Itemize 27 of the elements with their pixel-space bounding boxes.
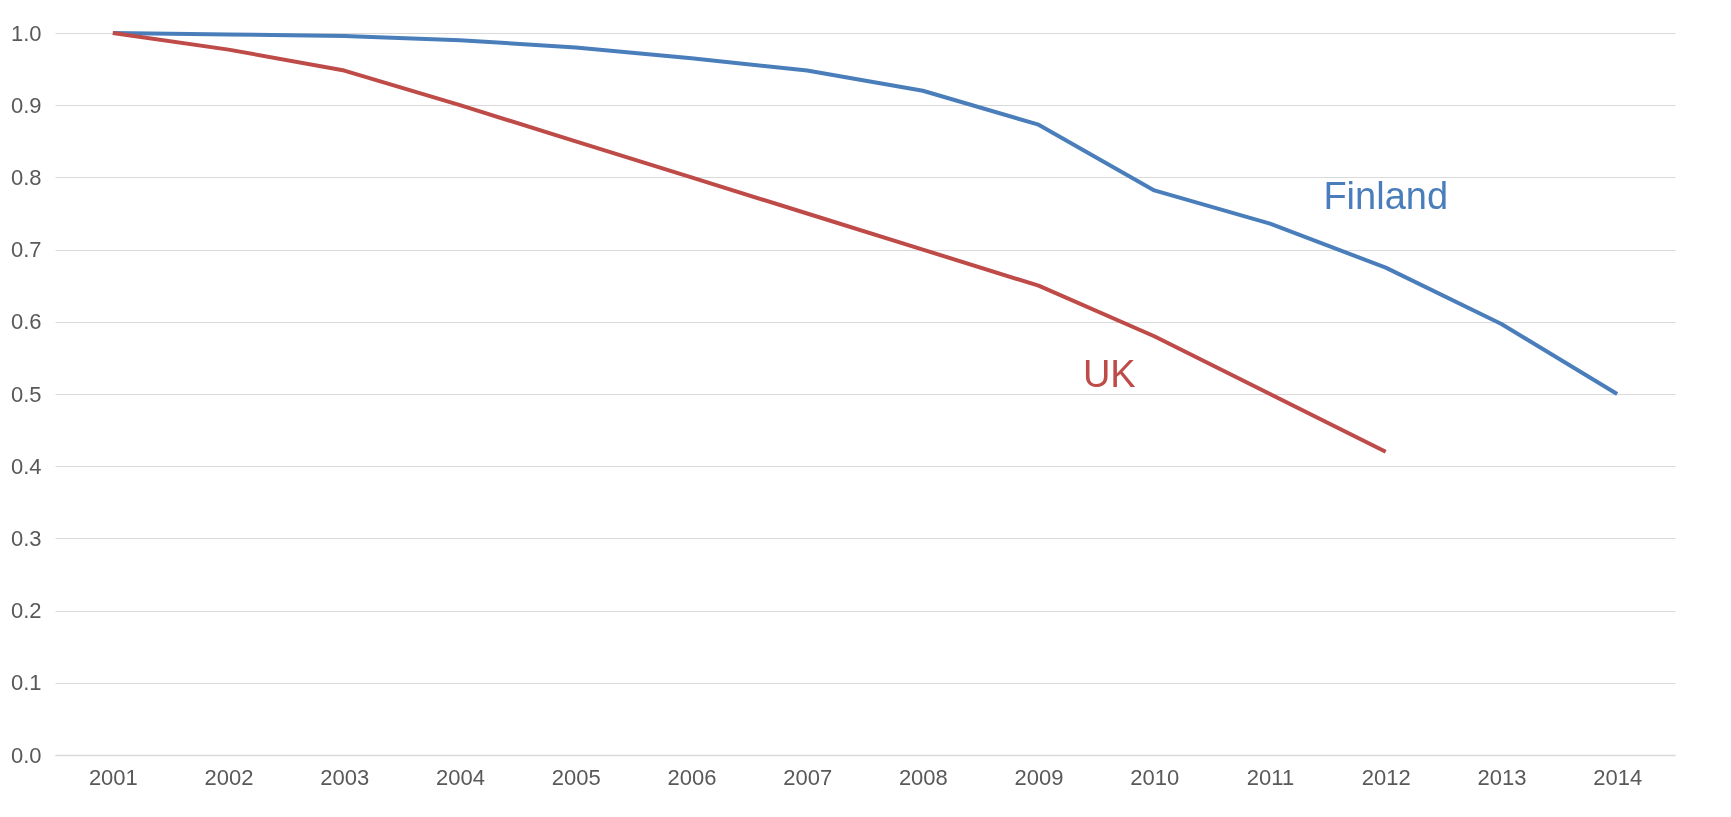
x-tick-label: 2010 bbox=[1130, 764, 1180, 790]
y-tick-label: 0.3 bbox=[10, 525, 42, 551]
x-tick-label: 2012 bbox=[1361, 764, 1411, 790]
y-tick-label: 0.0 bbox=[10, 742, 42, 768]
y-tick-label: 0.7 bbox=[10, 237, 42, 263]
x-tick-label: 2007 bbox=[783, 764, 833, 790]
y-tick-label: 0.8 bbox=[10, 164, 42, 190]
x-tick-label: 2008 bbox=[898, 764, 948, 790]
y-tick-label: 0.4 bbox=[10, 453, 42, 479]
series-label: UK bbox=[1082, 353, 1136, 396]
x-tick-label: 2001 bbox=[88, 764, 138, 790]
y-tick-label: 0.9 bbox=[10, 92, 42, 118]
y-tick-label: 0.2 bbox=[10, 598, 42, 624]
y-tick-label: 0.6 bbox=[10, 309, 42, 335]
x-tick-label: 2013 bbox=[1477, 764, 1527, 790]
x-tick-label: 2002 bbox=[204, 764, 254, 790]
x-tick-label: 2014 bbox=[1593, 764, 1643, 790]
x-tick-label: 2005 bbox=[551, 764, 601, 790]
y-tick-label: 0.1 bbox=[10, 670, 42, 696]
y-tick-label: 1.0 bbox=[10, 20, 42, 46]
series-label: Finland bbox=[1323, 174, 1449, 217]
x-tick-label: 2011 bbox=[1246, 764, 1295, 790]
x-tick-label: 2003 bbox=[320, 764, 370, 790]
y-tick-label: 0.5 bbox=[10, 381, 42, 407]
x-tick-label: 2006 bbox=[667, 764, 717, 790]
x-tick-label: 2004 bbox=[436, 764, 485, 790]
x-tick-label: 2009 bbox=[1014, 764, 1064, 790]
